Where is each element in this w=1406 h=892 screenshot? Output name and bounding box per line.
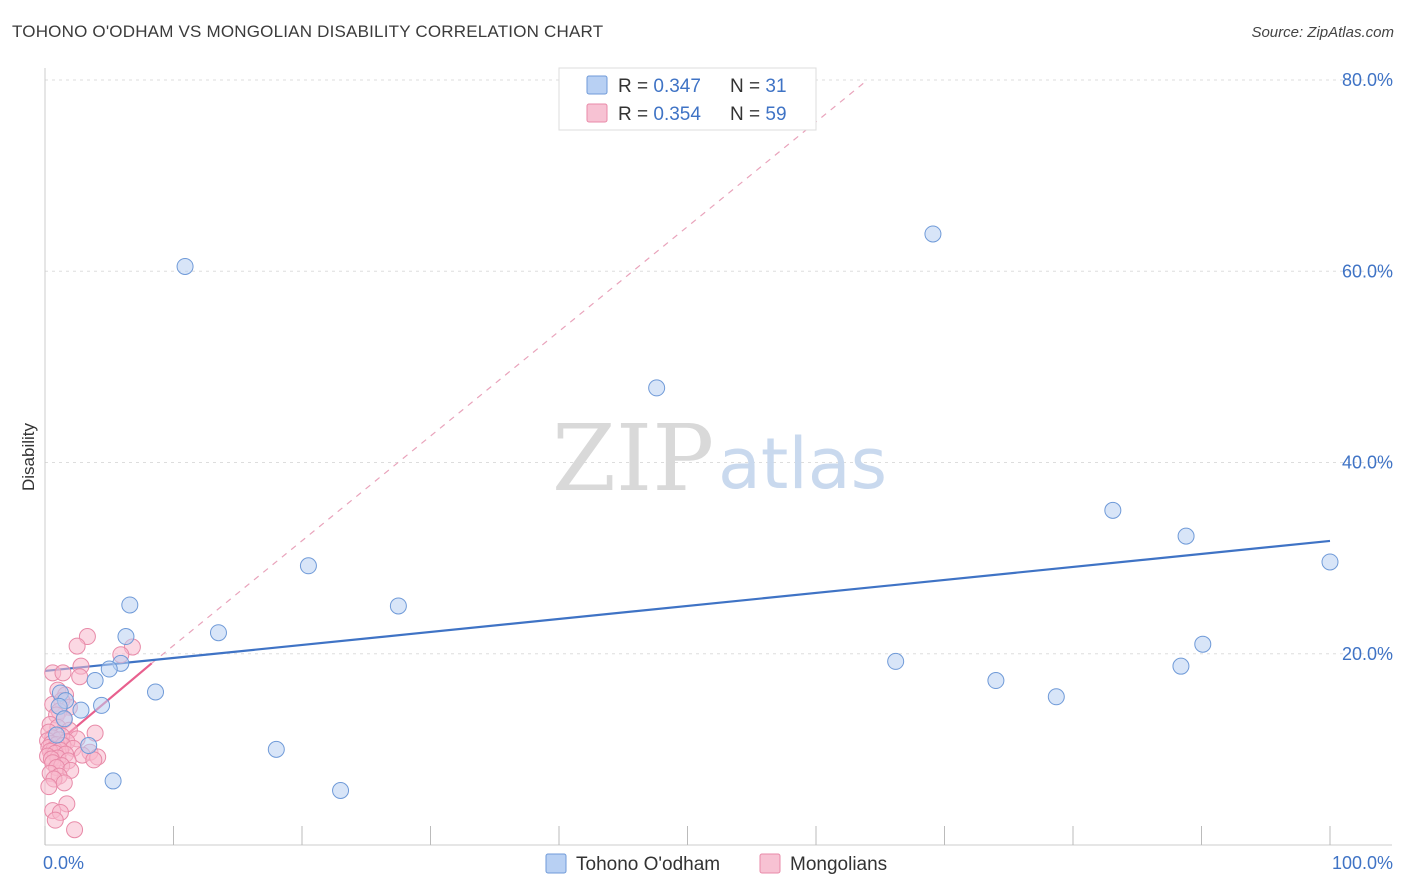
point-mongolians-53 [40, 778, 58, 796]
series-label-mongolians: Mongolians [790, 854, 887, 875]
point-tohono-18 [147, 683, 165, 701]
point-mongolians-57 [66, 821, 84, 839]
x-tick-label-1: 100.0% [1332, 853, 1393, 873]
point-mongolians-6 [54, 664, 72, 682]
watermark-zip: ZIP [552, 405, 714, 512]
point-mongolians-1 [68, 637, 86, 655]
point-tohono-16 [86, 672, 104, 690]
legend-r-label-2: R = [618, 104, 653, 125]
legend-r-label-1: R = [618, 76, 653, 97]
point-tohono-15 [1172, 657, 1190, 675]
y-tick-label-0: 20.0% [1342, 644, 1393, 664]
point-tohono-3 [1104, 501, 1122, 519]
trend-line-tohono [44, 539, 1331, 673]
point-tohono-29 [55, 710, 73, 728]
point-tohono-5 [1321, 553, 1339, 571]
point-tohono-4 [1177, 527, 1195, 545]
point-tohono-28 [332, 781, 350, 799]
y-tick-label-2: 60.0% [1342, 261, 1393, 281]
point-tohono-10 [117, 628, 135, 646]
point-mongolians-58 [46, 811, 64, 829]
y-tick-label-1: 40.0% [1342, 453, 1393, 473]
svg-text:N = 59: N = 59 [730, 104, 787, 125]
point-tohono-27 [104, 772, 122, 790]
axes [44, 68, 1392, 846]
series-swatch-mongolians [759, 853, 781, 874]
legend-r-value-1: 0.347 [653, 76, 701, 97]
point-tohono-26 [267, 740, 285, 758]
legend-n-label-1: N = [730, 76, 765, 97]
point-tohono-2 [648, 379, 666, 397]
svg-text:N = 31: N = 31 [730, 76, 787, 97]
point-tohono-9 [209, 624, 227, 642]
y-tick-label-3: 80.0% [1342, 70, 1393, 90]
svg-text:R = 0.354: R = 0.354 [618, 104, 701, 125]
point-mongolians-45 [85, 751, 103, 769]
legend-n-value-2: 59 [765, 104, 786, 125]
point-tohono-25 [80, 737, 98, 755]
y-axis-label: Disability [19, 422, 38, 491]
legend-swatch-pink [586, 103, 608, 123]
point-tohono-1 [924, 225, 942, 243]
point-tohono-6 [299, 557, 317, 575]
point-tohono-30 [48, 726, 66, 744]
point-tohono-13 [100, 660, 118, 678]
stats-legend: R = 0.347 N = 31 R = 0.354 N = 59 [558, 67, 817, 131]
point-mongolians-52 [55, 774, 73, 792]
point-tohono-20 [1047, 688, 1065, 706]
point-tohono-0 [176, 257, 194, 275]
point-tohono-22 [93, 696, 111, 714]
point-tohono-17 [987, 672, 1005, 690]
point-tohono-11 [1194, 635, 1212, 653]
legend-n-label-2: N = [730, 104, 765, 125]
svg-text:R = 0.347: R = 0.347 [618, 76, 701, 97]
series-swatch-tohono [545, 853, 567, 874]
series-label-tohono: Tohono O'odham [576, 854, 720, 875]
point-tohono-7 [121, 596, 139, 614]
watermark-atlas: atlas [718, 423, 887, 505]
x-tick-label-0: 0.0% [43, 853, 84, 873]
legend-swatch-blue [586, 75, 608, 95]
x-tick-labels: 0.0% 100.0% [43, 853, 1393, 873]
grid-lines [45, 79, 1392, 655]
point-tohono-24 [72, 701, 90, 719]
legend-n-value-1: 31 [765, 76, 786, 97]
legend-r-value-2: 0.354 [653, 104, 701, 125]
chart-title: TOHONO O'ODHAM VS MONGOLIAN DISABILITY C… [12, 22, 604, 41]
point-tohono-8 [389, 597, 407, 615]
series-legend: Tohono O'odham Mongolians [545, 853, 887, 875]
data-points [39, 225, 1339, 839]
y-tick-labels: 20.0% 40.0% 60.0% 80.0% [1342, 70, 1393, 664]
trend-line-mongolians-extension [151, 79, 868, 664]
point-tohono-14 [887, 652, 905, 670]
point-mongolians-7 [71, 668, 89, 686]
source-label: Source: ZipAtlas.com [1251, 24, 1394, 41]
